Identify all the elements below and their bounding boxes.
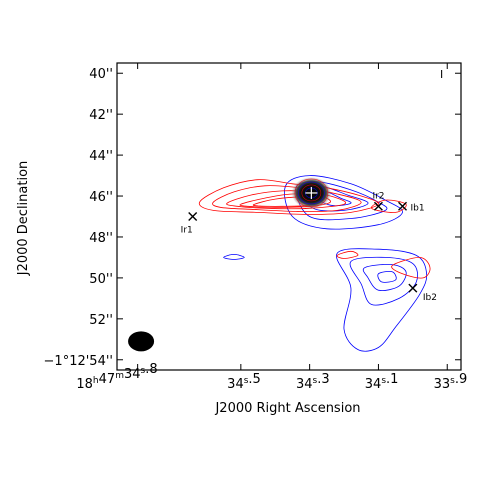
y-tick-label-5: 50'' [89,272,113,287]
y-tick-label-7: −1°12'54'' [44,354,113,369]
blue-contour-6 [362,264,407,291]
blue-contour-7 [377,271,397,283]
red-contour-2 [226,190,347,210]
panel-label: I [440,68,443,81]
x-tick-label-4: 33s.9 [434,372,468,392]
source-markers: Ir1 Ir2 Ib1 Ib2 [181,191,437,303]
x-tick-label-0: 18h47m34s.8 [76,362,157,392]
red-contour-5 [336,250,359,259]
plot-frame [116,62,462,371]
red-contour-6 [391,256,431,279]
source-label-Ib2: Ib2 [423,293,437,303]
source-marker-Ib1-b [398,201,408,211]
red-contour-0 [198,179,379,215]
plot-border [116,62,462,371]
source-marker-Ir2-b [373,201,383,211]
y-tick-label-1: 42'' [89,108,113,123]
x-tick-label-2: 34s.3 [296,372,330,392]
beam-ellipse [128,331,155,352]
source-marker-Ib2-b [408,283,418,293]
axis-ticks: 40'' 42'' 44'' 46'' 48'' 50'' 52'' −1°12'54''18… [44,63,468,392]
source-label-Ir1: Ir1 [181,226,193,236]
y-tick-label-6: 52'' [89,313,113,328]
x-axis-label: J2000 Right Ascension [214,401,360,416]
red-contour-1 [212,185,362,212]
y-tick-label-4: 48'' [89,231,113,246]
source-label-Ir2: Ir2 [372,191,384,201]
source-label-Ib1: Ib1 [411,203,425,213]
peak-ring-3 [294,178,329,208]
blue-contour-4 [336,248,428,352]
red-contour-3 [239,193,332,208]
continuum-peak [128,176,332,352]
x-tick-label-3: 34s.1 [365,372,399,392]
source-marker-Ir1-b [188,212,198,221]
blue-contour-0 [284,175,403,230]
y-axis-label: J2000 Declination [16,161,31,277]
y-tick-label-3: 46'' [89,190,113,205]
y-tick-label-2: 44'' [89,149,113,164]
peak-ring-1 [301,184,322,202]
peak-ring-2 [298,181,325,205]
y-tick-label-0: 40'' [89,67,113,82]
red-contour-7 [371,199,407,213]
x-tick-label-1: 34s.5 [227,372,261,392]
blue-contour-8 [223,253,245,260]
